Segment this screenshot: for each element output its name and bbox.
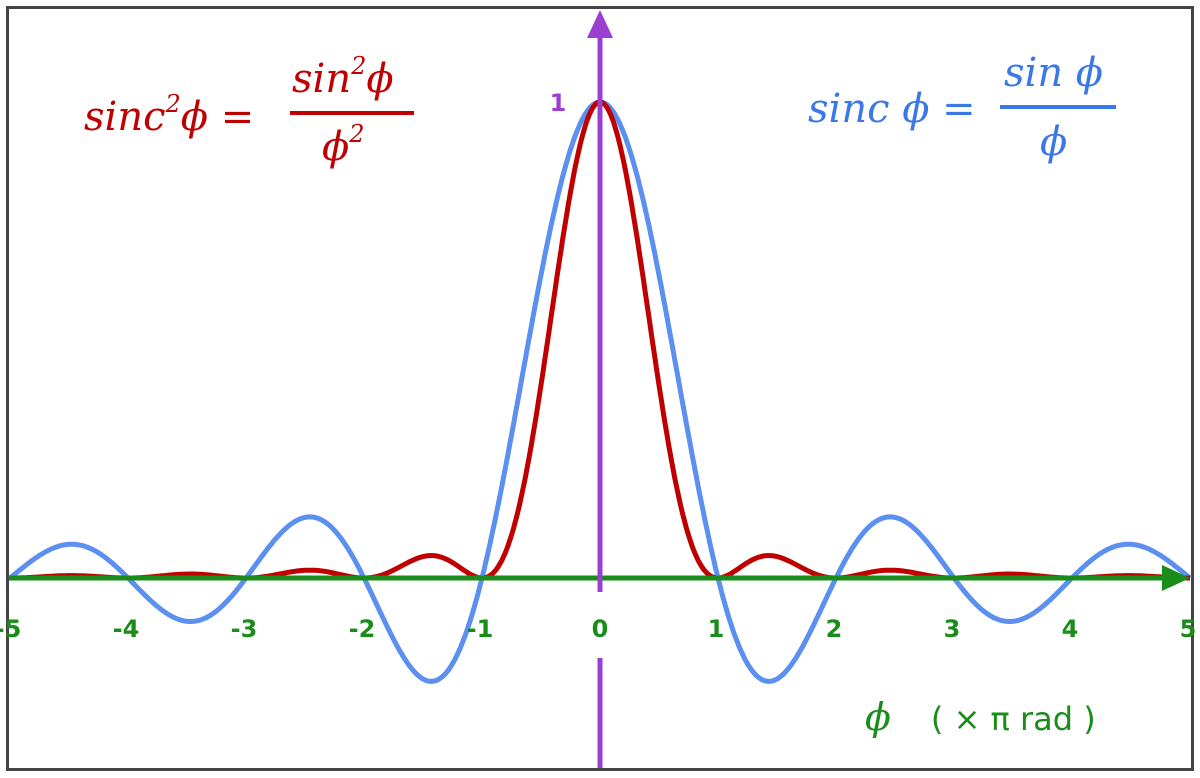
svg-text:ϕ: ϕ xyxy=(1040,119,1067,165)
sinc2-fraction-bar xyxy=(290,111,414,115)
x-axis-arrowhead xyxy=(1162,565,1190,591)
x-tick-label: 1 xyxy=(708,615,725,643)
y-axis-arrowhead xyxy=(587,10,613,38)
svg-text:sinc ϕ =: sinc ϕ = xyxy=(808,86,976,132)
sinc-fraction-bar xyxy=(1000,105,1116,109)
x-tick-label: 3 xyxy=(944,615,961,643)
x-tick-label: -1 xyxy=(467,615,494,643)
x-axis-symbol: ϕ xyxy=(865,695,891,739)
svg-text:sin2ϕ: sin2ϕ xyxy=(292,52,394,102)
sinc2-formula: sinc2ϕ = sin2ϕ ϕ2 xyxy=(84,52,414,170)
x-tick-label: 5 xyxy=(1180,615,1197,643)
y-tick-1: 1 xyxy=(550,89,567,117)
x-tick-label: 2 xyxy=(826,615,843,643)
sinc-formula: sinc ϕ = sin ϕ ϕ xyxy=(808,50,1116,165)
x-tick-label: 0 xyxy=(592,615,609,643)
x-axis-unit: ( × π rad ) xyxy=(931,700,1096,738)
x-tick-label: -4 xyxy=(113,615,140,643)
x-tick-label: -2 xyxy=(349,615,376,643)
x-tick-label: -3 xyxy=(231,615,258,643)
x-tick-label: -5 xyxy=(0,615,21,643)
svg-text:ϕ2: ϕ2 xyxy=(322,120,365,170)
x-axis-label: ϕ ( × π rad ) xyxy=(865,695,1096,739)
svg-text:sin ϕ: sin ϕ xyxy=(1004,50,1103,96)
svg-text:sinc2ϕ =: sinc2ϕ = xyxy=(84,90,254,140)
x-tick-label: 4 xyxy=(1062,615,1079,643)
